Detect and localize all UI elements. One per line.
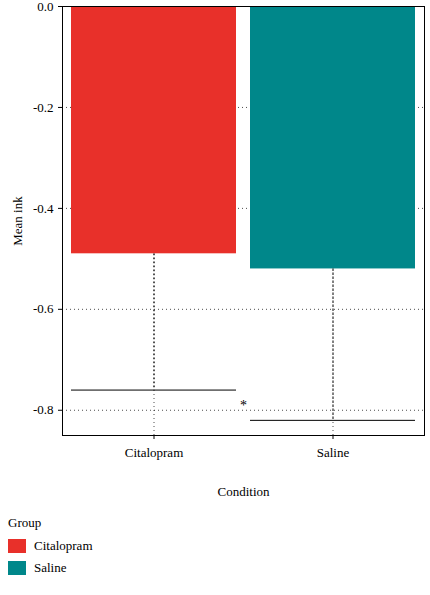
svg-text:Mean ink: Mean ink (10, 196, 25, 246)
svg-text:*: * (240, 398, 247, 413)
svg-text:0.0: 0.0 (37, 0, 53, 14)
svg-text:Citalopram: Citalopram (125, 445, 184, 460)
html-text:Citalopram: Citalopram (34, 538, 93, 553)
svg-text:Saline: Saline (317, 445, 350, 460)
html-text:Saline: Saline (34, 560, 67, 575)
svg-text:Condition: Condition (217, 484, 270, 499)
svg-text:-0.4: -0.4 (33, 201, 54, 216)
svg-text:-0.8: -0.8 (33, 402, 54, 417)
svg-text:-0.2: -0.2 (33, 100, 54, 115)
html-text:Group: Group (8, 515, 42, 530)
svg-text:-0.6: -0.6 (33, 301, 54, 316)
